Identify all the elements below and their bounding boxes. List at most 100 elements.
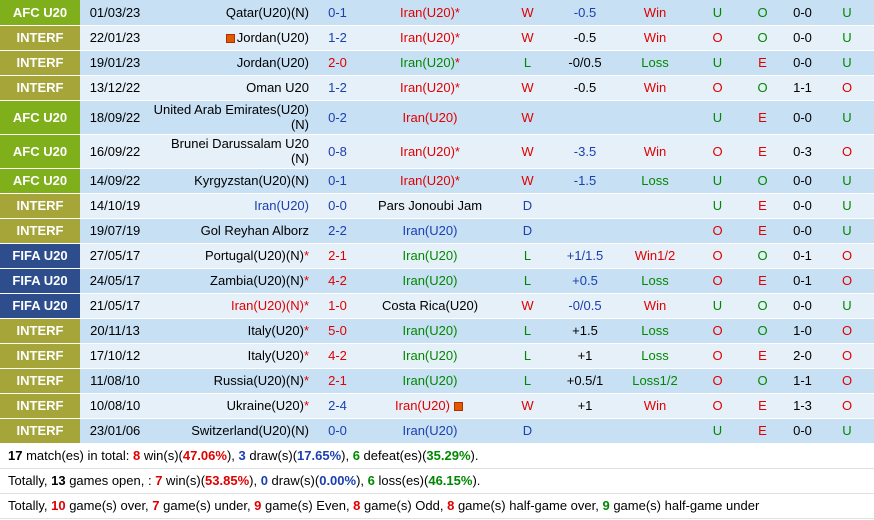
league-badge[interactable]: INTERF bbox=[0, 25, 80, 51]
score-text[interactable]: 5-0 bbox=[328, 323, 347, 338]
league-badge-text[interactable]: FIFA U20 bbox=[12, 273, 68, 288]
score[interactable]: 0-0 bbox=[315, 418, 360, 444]
score-text[interactable]: 2-4 bbox=[328, 398, 347, 413]
score[interactable]: 2-2 bbox=[315, 218, 360, 244]
home-team[interactable]: Qatar(U20)(N) bbox=[150, 0, 315, 26]
match-row[interactable]: INTERF 19/01/23 Jordan(U20) 2-0 Iran(U20)* L -… bbox=[0, 50, 874, 76]
away-team[interactable]: Iran(U20) bbox=[360, 368, 500, 394]
home-team[interactable]: Russia(U20)(N)* bbox=[150, 368, 315, 394]
league-badge-text[interactable]: INTERF bbox=[16, 55, 64, 70]
score-text[interactable]: 0-1 bbox=[328, 4, 347, 20]
away-team[interactable]: Iran(U20)* bbox=[360, 50, 500, 76]
score-text[interactable]: 4-2 bbox=[328, 273, 347, 288]
score[interactable]: 0-0 bbox=[315, 193, 360, 219]
match-row[interactable]: INTERF 13/12/22 Oman U20 1-2 Iran(U20)* W -0.5… bbox=[0, 75, 874, 101]
away-team-name[interactable]: Iran(U20) bbox=[400, 55, 455, 70]
home-team-name[interactable]: Jordan(U20) bbox=[236, 30, 309, 45]
away-team[interactable]: Iran(U20) bbox=[360, 100, 500, 135]
league-badge-text[interactable]: INTERF bbox=[16, 423, 64, 438]
league-badge[interactable]: AFC U20 bbox=[0, 168, 80, 194]
league-badge-text[interactable]: INTERF bbox=[16, 223, 64, 238]
league-badge-text[interactable]: INTERF bbox=[16, 198, 64, 213]
away-team-name[interactable]: Pars Jonoubi Jam bbox=[377, 198, 483, 213]
home-team[interactable]: Iran(U20) bbox=[150, 193, 315, 219]
score[interactable]: 1-2 bbox=[315, 75, 360, 101]
away-team-name[interactable]: Iran(U20) bbox=[400, 143, 455, 159]
away-team-name[interactable]: Iran(U20) bbox=[400, 173, 455, 188]
home-team-name[interactable]: Brunei Darussalam U20 (N) bbox=[170, 136, 309, 166]
home-team[interactable]: Iran(U20)(N)* bbox=[150, 293, 315, 319]
league-badge-text[interactable]: INTERF bbox=[16, 80, 64, 95]
league-badge-text[interactable]: AFC U20 bbox=[12, 109, 68, 125]
home-team-name[interactable]: Iran(U20)(N) bbox=[230, 298, 304, 313]
home-team-name[interactable]: Iran(U20) bbox=[254, 198, 309, 213]
league-badge-text[interactable]: INTERF bbox=[16, 30, 64, 45]
away-team[interactable]: Iran(U20)* bbox=[360, 168, 500, 194]
score-text[interactable]: 0-8 bbox=[328, 143, 347, 159]
home-team-name[interactable]: Portugal(U20)(N) bbox=[204, 248, 304, 263]
away-team[interactable]: Iran(U20) bbox=[360, 268, 500, 294]
match-row[interactable]: FIFA U20 27/05/17 Portugal(U20)(N)* 2-1 Iran… bbox=[0, 243, 874, 269]
away-team-name[interactable]: Iran(U20) bbox=[402, 273, 458, 288]
league-badge-text[interactable]: INTERF bbox=[16, 398, 64, 413]
home-team[interactable]: Italy(U20)* bbox=[150, 343, 315, 369]
league-badge[interactable]: INTERF bbox=[0, 218, 80, 244]
away-team-name[interactable]: Iran(U20) bbox=[400, 30, 455, 45]
home-team-name[interactable]: Kyrgyzstan(U20)(N) bbox=[194, 173, 309, 188]
home-team[interactable]: Kyrgyzstan(U20)(N) bbox=[150, 168, 315, 194]
league-badge-text[interactable]: INTERF bbox=[16, 323, 64, 338]
league-badge[interactable]: INTERF bbox=[0, 50, 80, 76]
home-team[interactable]: Jordan(U20) bbox=[150, 50, 315, 76]
home-team[interactable]: Brunei Darussalam U20 (N) bbox=[150, 134, 315, 169]
league-badge-text[interactable]: FIFA U20 bbox=[12, 298, 68, 313]
away-team-name[interactable]: Iran(U20) bbox=[400, 4, 455, 20]
league-badge-text[interactable]: INTERF bbox=[16, 373, 64, 388]
home-team-name[interactable]: Ukraine(U20) bbox=[226, 398, 304, 413]
league-badge[interactable]: AFC U20 bbox=[0, 100, 80, 135]
score-text[interactable]: 2-2 bbox=[328, 223, 347, 238]
league-badge-text[interactable]: AFC U20 bbox=[12, 4, 68, 20]
home-team-name[interactable]: Oman U20 bbox=[246, 80, 309, 95]
league-badge[interactable]: INTERF bbox=[0, 418, 80, 444]
score[interactable]: 2-1 bbox=[315, 243, 360, 269]
score[interactable]: 2-4 bbox=[315, 393, 360, 419]
match-row[interactable]: INTERF 20/11/13 Italy(U20)* 5-0 Iran(U20) L +1… bbox=[0, 318, 874, 344]
score-text[interactable]: 1-2 bbox=[328, 80, 347, 95]
score-text[interactable]: 0-2 bbox=[328, 109, 347, 125]
league-badge[interactable]: INTERF bbox=[0, 343, 80, 369]
match-row[interactable]: INTERF 14/10/19 Iran(U20) 0-0 Pars Jonoubi J… bbox=[0, 193, 874, 219]
match-row[interactable]: AFC U20 14/09/22 Kyrgyzstan(U20)(N) 0-1 Iran… bbox=[0, 168, 874, 194]
away-team[interactable]: Iran(U20)* bbox=[360, 25, 500, 51]
score[interactable]: 5-0 bbox=[315, 318, 360, 344]
home-team-name[interactable]: Italy(U20) bbox=[247, 323, 304, 338]
away-team[interactable]: Iran(U20) bbox=[360, 318, 500, 344]
away-team-name[interactable]: Iran(U20) bbox=[402, 248, 458, 263]
score[interactable]: 1-0 bbox=[315, 293, 360, 319]
score-text[interactable]: 0-1 bbox=[328, 173, 347, 188]
home-team-name[interactable]: Zambia(U20)(N) bbox=[210, 273, 304, 288]
league-badge-text[interactable]: AFC U20 bbox=[12, 173, 68, 188]
home-team-name[interactable]: Qatar(U20)(N) bbox=[225, 4, 309, 20]
home-team[interactable]: Portugal(U20)(N)* bbox=[150, 243, 315, 269]
match-row[interactable]: INTERF 10/08/10 Ukraine(U20)* 2-4 Iran(U20) W… bbox=[0, 393, 874, 419]
league-badge-text[interactable]: FIFA U20 bbox=[12, 248, 68, 263]
match-row[interactable]: INTERF 19/07/19 Gol Reyhan Alborz 2-2 Iran(U… bbox=[0, 218, 874, 244]
home-team-name[interactable]: United Arab Emirates(U20)(N) bbox=[153, 102, 309, 132]
score-text[interactable]: 0-0 bbox=[328, 198, 347, 213]
home-team[interactable]: United Arab Emirates(U20)(N) bbox=[150, 100, 315, 135]
league-badge[interactable]: AFC U20 bbox=[0, 0, 80, 26]
score[interactable]: 0-1 bbox=[315, 168, 360, 194]
home-team-name[interactable]: Russia(U20)(N) bbox=[213, 373, 304, 388]
home-team[interactable]: Oman U20 bbox=[150, 75, 315, 101]
match-row[interactable]: INTERF 23/01/06 Switzerland(U20)(N) 0-0 Iran… bbox=[0, 418, 874, 444]
away-team-name[interactable]: Iran(U20) bbox=[402, 373, 458, 388]
match-row[interactable]: AFC U20 16/09/22 Brunei Darussalam U20 (N)… bbox=[0, 134, 874, 169]
home-team[interactable]: Zambia(U20)(N)* bbox=[150, 268, 315, 294]
match-row[interactable]: FIFA U20 24/05/17 Zambia(U20)(N)* 4-2 Iran(U… bbox=[0, 268, 874, 294]
away-team[interactable]: Pars Jonoubi Jam bbox=[360, 193, 500, 219]
score[interactable]: 0-1 bbox=[315, 0, 360, 26]
score[interactable]: 2-0 bbox=[315, 50, 360, 76]
league-badge[interactable]: FIFA U20 bbox=[0, 293, 80, 319]
away-team-name[interactable]: Iran(U20) bbox=[395, 398, 450, 413]
away-team-name[interactable]: Iran(U20) bbox=[402, 323, 458, 338]
